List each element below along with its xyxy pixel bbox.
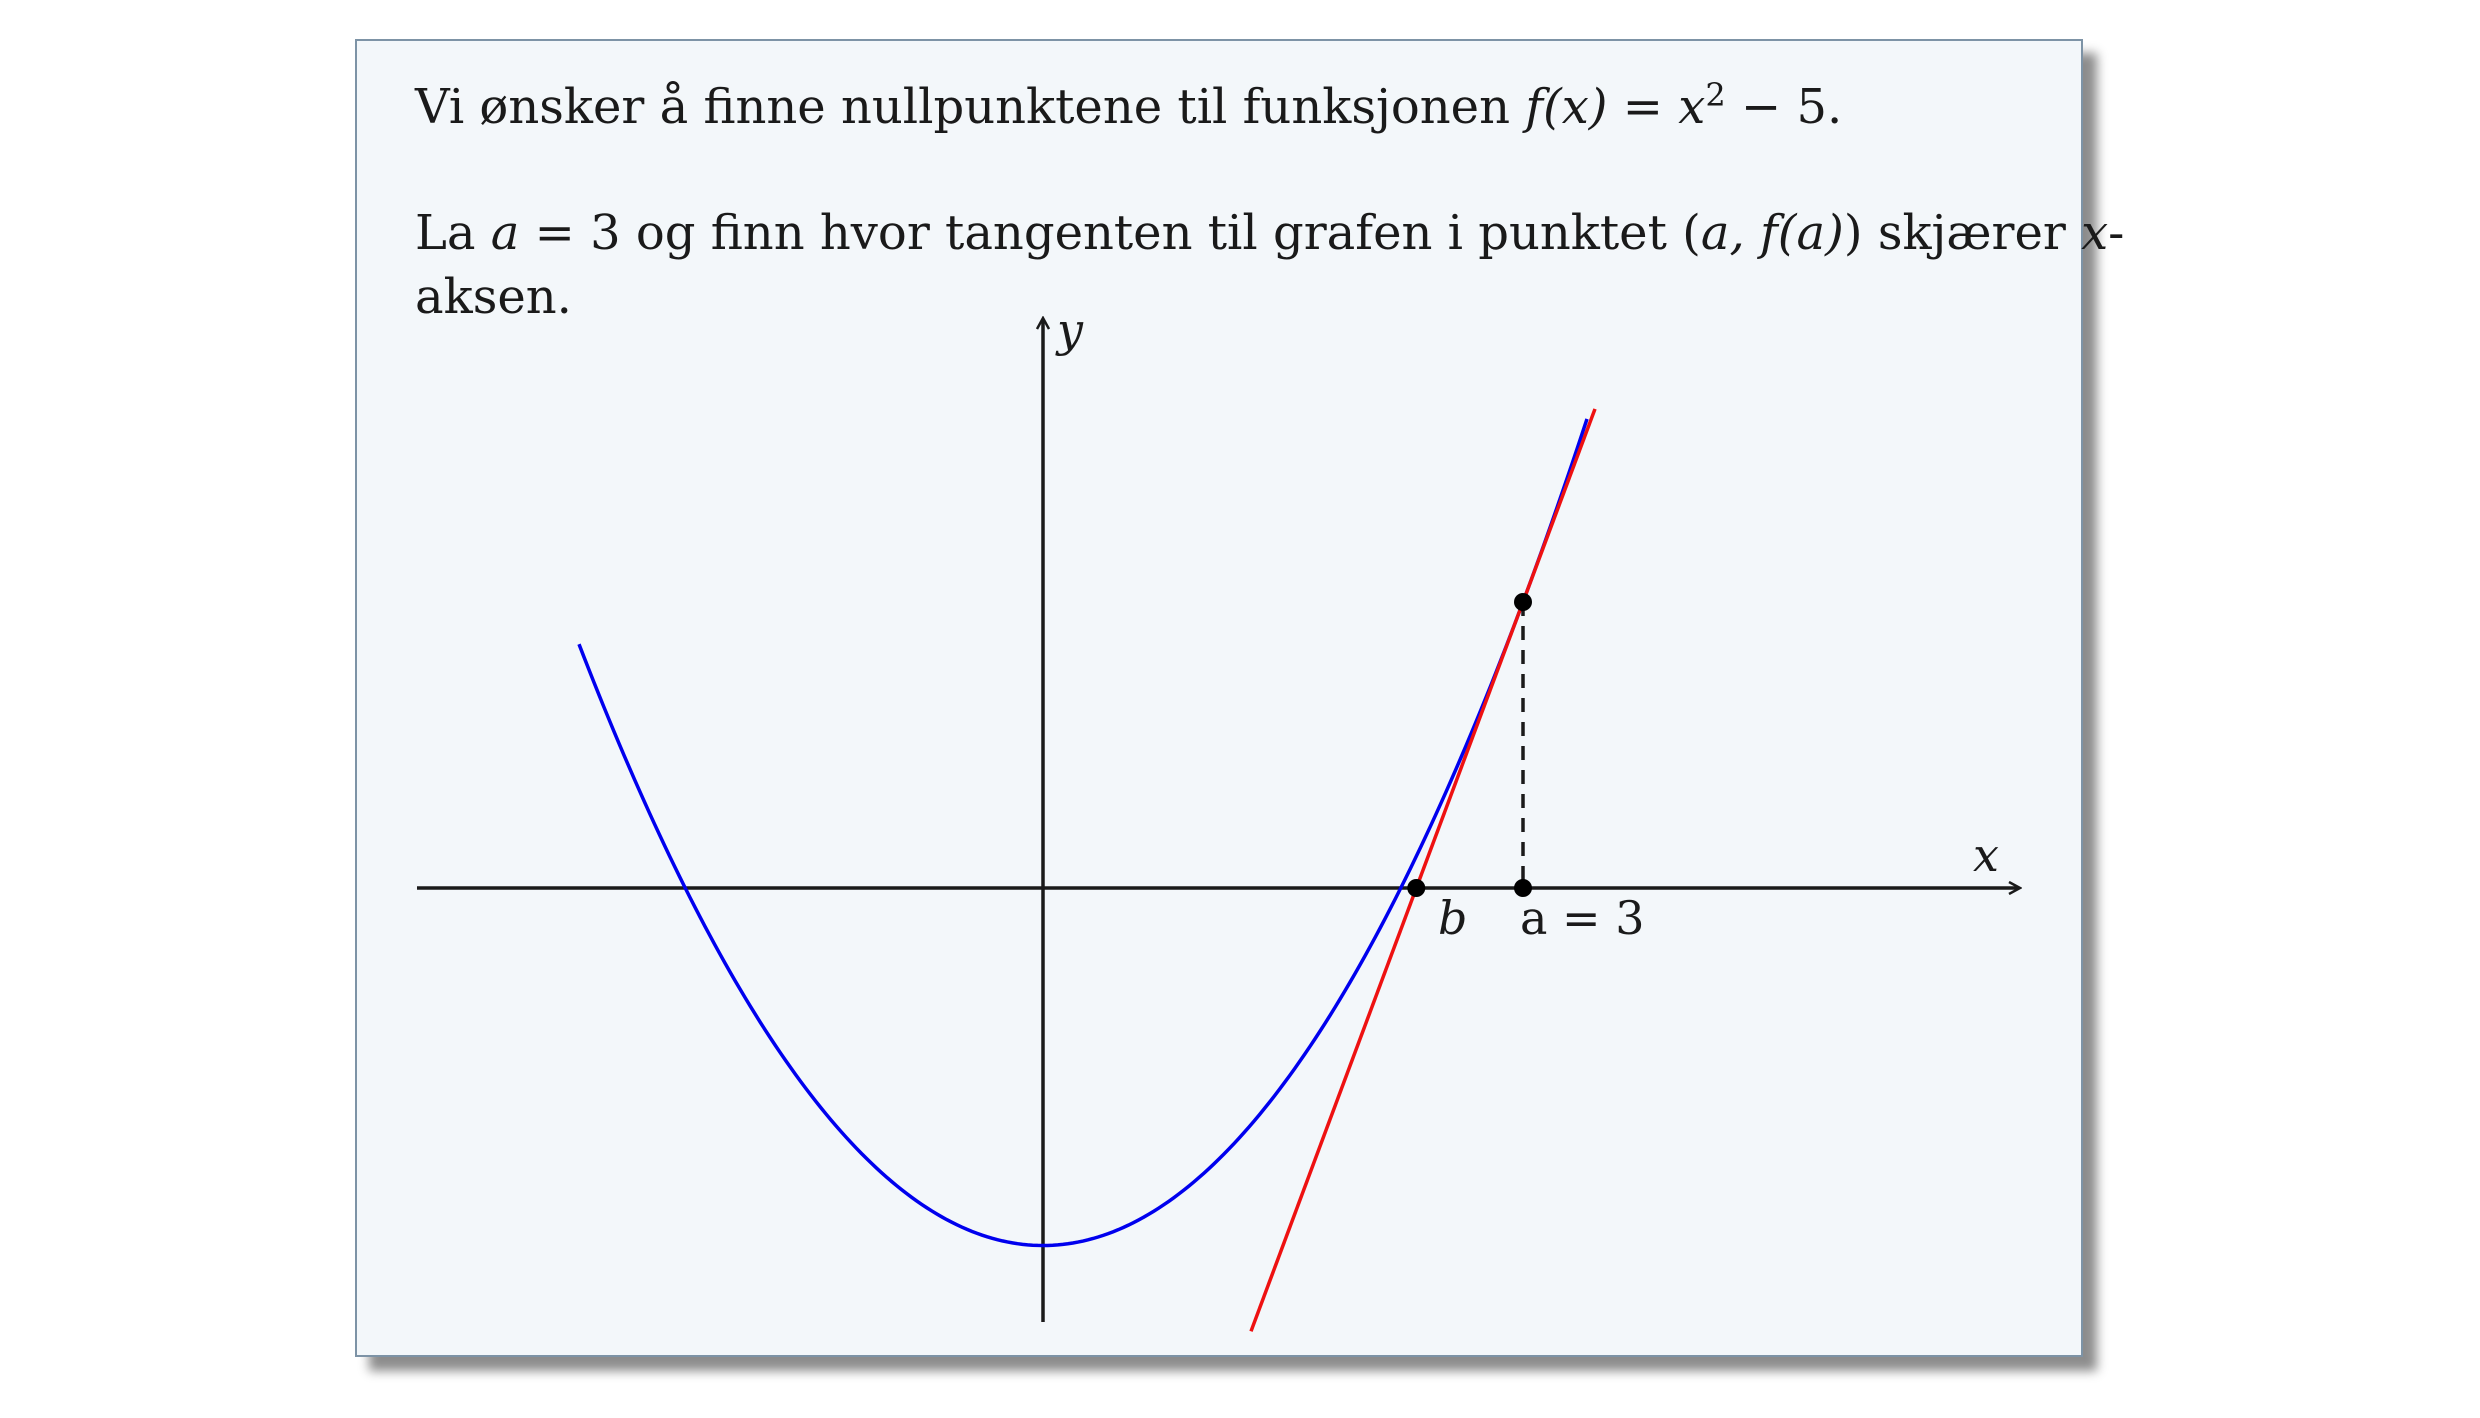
tangent-point: [1514, 593, 1532, 611]
parabola-curve: [577, 418, 1589, 1248]
problem-text-line-3: aksen.: [415, 269, 572, 325]
tangent-line: [1249, 408, 1597, 1332]
function-graph: x y b a = 3: [417, 303, 2085, 1332]
root-b-point: [1407, 879, 1426, 897]
y-axis-label: y: [1055, 303, 1084, 357]
b-label: b: [1438, 891, 1467, 945]
a-equals-3-label: a = 3: [1520, 891, 1645, 945]
x-axis-label: x: [1973, 828, 1999, 882]
problem-text-line-2: La a = 3 og finn hvor tangenten til graf…: [415, 205, 2125, 261]
problem-text-line-1: Vi ønsker å finne nullpunktene til funks…: [415, 76, 1843, 135]
problem-card: Vi ønsker å finne nullpunktene til funks…: [355, 39, 2124, 1357]
a-point: [1514, 879, 1532, 897]
